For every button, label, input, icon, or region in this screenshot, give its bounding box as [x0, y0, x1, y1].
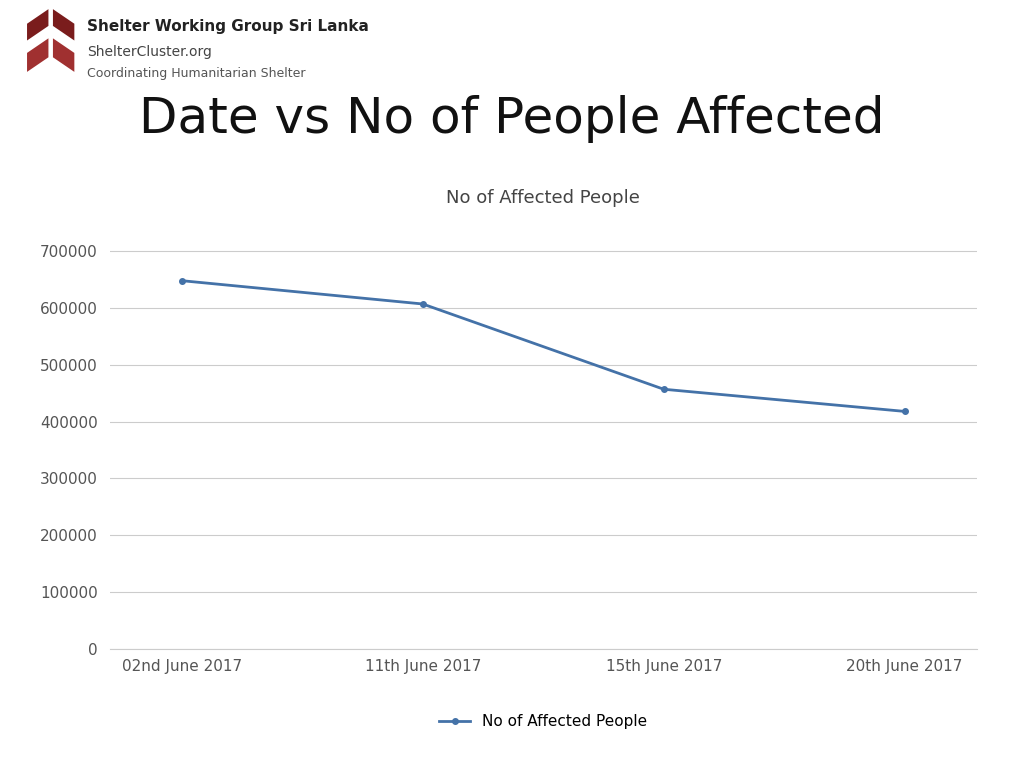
Text: ShelterCluster.org: ShelterCluster.org [87, 45, 212, 58]
Polygon shape [53, 9, 75, 41]
Title: No of Affected People: No of Affected People [446, 189, 640, 207]
Text: Shelter Working Group Sri Lanka: Shelter Working Group Sri Lanka [87, 19, 369, 35]
Text: Date vs No of People Affected: Date vs No of People Affected [139, 95, 885, 143]
Text: Coordinating Humanitarian Shelter: Coordinating Humanitarian Shelter [87, 67, 305, 80]
Polygon shape [27, 9, 48, 41]
Polygon shape [53, 38, 75, 72]
Polygon shape [27, 38, 48, 72]
Legend: No of Affected People: No of Affected People [433, 708, 653, 735]
